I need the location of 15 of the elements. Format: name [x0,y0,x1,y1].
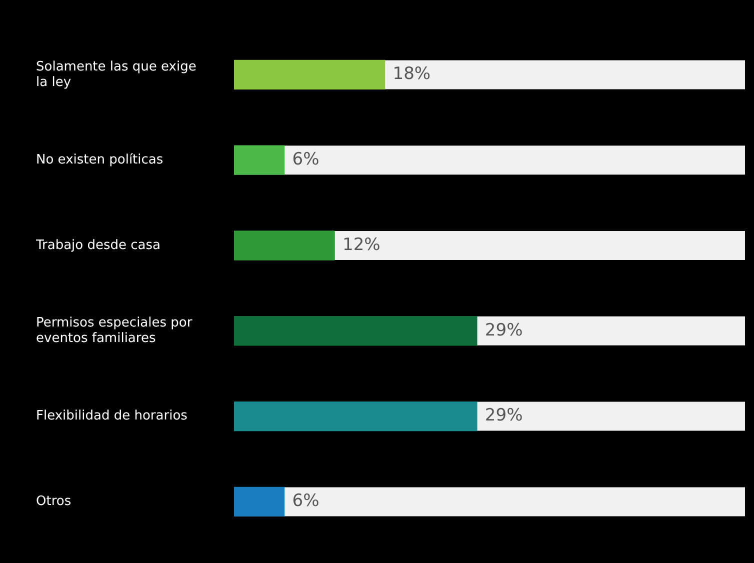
y-tick-label: Solamente las que exige la ley [36,59,196,90]
y-tick-label: Trabajo desde casa [35,238,161,253]
y-tick-label: Flexibilidad de horarios [36,408,188,424]
data-label: 6% [292,150,320,170]
data-label: 6% [292,491,320,512]
bar [234,486,285,517]
y-tick-label: Permisos especiales por eventos familiares [36,315,193,346]
bar [234,230,335,260]
bar [234,145,285,175]
y-tick-label: No existen políticas [36,152,164,168]
data-label: 18% [392,64,431,84]
data-label: 29% [484,406,523,426]
y-tick-label: Otros [36,494,72,510]
data-label: 29% [484,320,523,340]
data-label: 12% [342,234,380,255]
